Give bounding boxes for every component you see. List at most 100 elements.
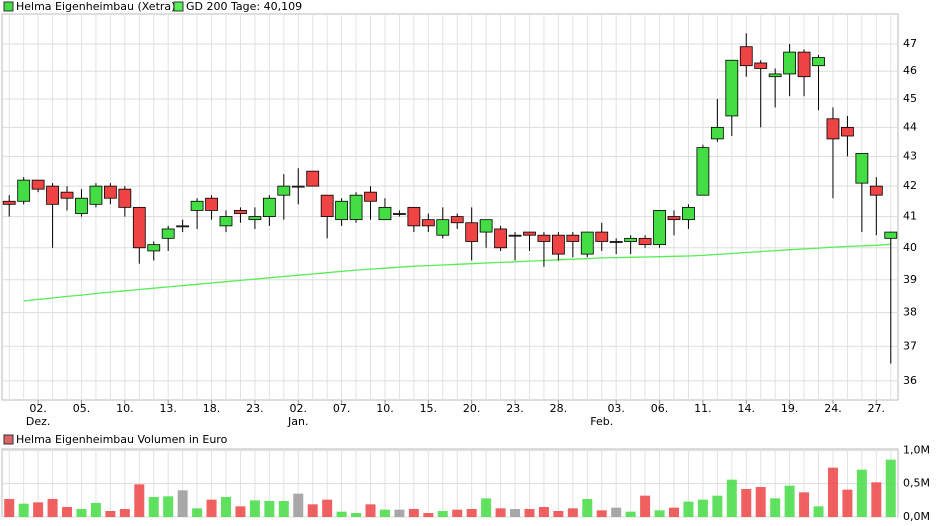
x-tick-label: 18. [203, 402, 221, 415]
volume-bar [481, 498, 492, 517]
y-tick-label: 46 [903, 64, 917, 77]
x-tick-label: 06. [651, 402, 669, 415]
candle-body [537, 234, 551, 242]
candle-body [421, 219, 435, 227]
volume-bar [784, 485, 795, 517]
candle-body [653, 210, 666, 246]
candle-body [393, 213, 406, 215]
legend-swatch [173, 1, 184, 12]
x-tick-label: 20. [463, 402, 481, 415]
x-tick-label: 03. [607, 402, 625, 415]
x-tick-label: 11. [694, 402, 712, 415]
y-tick-label: 37 [903, 339, 917, 352]
volume-bar [307, 504, 318, 517]
candle-body [31, 179, 45, 190]
candle-body [797, 51, 811, 78]
candle-body [884, 231, 898, 239]
x-tick-label: 14. [738, 402, 756, 415]
legend-swatch [3, 434, 14, 445]
volume-bar [336, 511, 347, 517]
legend-label: GD 200 Tage: 40,109 [186, 0, 302, 13]
volume-bar [625, 511, 636, 517]
volume-bar [206, 499, 217, 517]
x-tick-label: 28. [550, 402, 568, 415]
candle-body [103, 185, 117, 199]
volume-bar [567, 508, 578, 517]
candle-body [667, 216, 681, 221]
volume-bar [134, 484, 145, 517]
x-tick-label: 24. [824, 402, 842, 415]
candle-body [176, 225, 190, 228]
candle-body [624, 237, 638, 242]
candle-body [710, 126, 724, 140]
x-tick-label: 23. [246, 402, 264, 415]
volume-bar [163, 496, 174, 517]
volume-bar [683, 501, 694, 517]
volume-bar [235, 506, 246, 517]
volume-bar [885, 459, 896, 517]
volume-bar [582, 499, 593, 517]
volume-bar [755, 487, 766, 517]
volume-bar [466, 509, 477, 517]
candle-body [841, 126, 854, 137]
volume-bar [871, 482, 882, 517]
legend-label: Helma Eigenheimbau Volumen in Euro [16, 433, 228, 446]
candle-body [595, 231, 609, 242]
volume-bar [524, 509, 535, 517]
y-tick-label: 45 [903, 92, 917, 105]
candle-body [638, 237, 652, 246]
y-tick-label: 40 [903, 241, 917, 254]
legend-swatch [3, 1, 14, 12]
x-tick-label: 10. [376, 402, 394, 415]
volume-bar [842, 489, 853, 517]
volume-bar [437, 511, 448, 517]
y-tick-label: 43 [903, 149, 917, 162]
candle-body [60, 191, 74, 199]
y-tick-label: 44 [903, 120, 917, 133]
candle-body [812, 57, 825, 67]
volume-bar [394, 509, 405, 517]
volume-bar [379, 509, 390, 517]
volume-bar [351, 513, 362, 517]
y-tick-label: 41 [903, 210, 917, 223]
x-tick-label: 15. [420, 402, 438, 415]
volume-bar [712, 495, 723, 517]
candle-body [46, 185, 59, 205]
volume-bar [510, 509, 521, 517]
candle-body [262, 197, 276, 217]
candle-body [696, 147, 710, 196]
volume-bar [62, 507, 73, 517]
volume-bar [293, 493, 304, 517]
candle-body [768, 73, 782, 78]
volume-bar [770, 498, 781, 517]
candle-body [2, 200, 16, 205]
y-tick-label: 1,0M [903, 443, 930, 456]
x-month-label: Dez. [26, 415, 51, 428]
candle-body [89, 185, 103, 205]
candle-body [17, 179, 31, 202]
candle-body [783, 51, 797, 75]
volume-bar [18, 503, 29, 517]
volume-bar [221, 497, 231, 517]
candle-body [161, 228, 175, 239]
candle-body [248, 216, 262, 221]
candle-body [566, 234, 580, 242]
volume-bar [33, 502, 44, 517]
candle-body [349, 194, 363, 221]
candle-body [190, 200, 204, 211]
y-tick-label: 38 [903, 306, 917, 319]
volume-bar [278, 501, 289, 517]
volume-bar [177, 490, 188, 517]
volume-bar [148, 497, 159, 517]
candle-body [523, 231, 536, 236]
x-tick-label: 27. [868, 402, 886, 415]
volume-bar [697, 499, 708, 517]
candle-body [479, 219, 493, 233]
candle-body [364, 191, 377, 202]
volume-bar [119, 509, 130, 517]
x-tick-label: 19. [781, 402, 799, 415]
candle-body [277, 185, 291, 196]
candle-body [234, 210, 247, 214]
candle-body [219, 216, 233, 227]
